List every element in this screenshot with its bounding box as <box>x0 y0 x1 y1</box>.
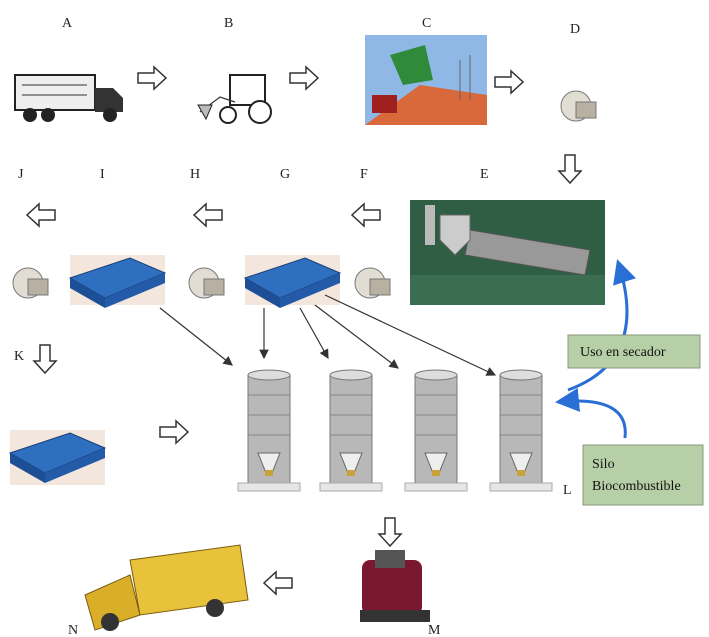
note-box: Uso en secador <box>568 335 700 368</box>
dryer-photo <box>410 200 605 305</box>
silo-icon <box>490 370 552 491</box>
truck-icon <box>15 75 123 122</box>
photo-dump <box>365 35 487 125</box>
label: C <box>422 16 431 31</box>
fan-icon <box>355 268 390 298</box>
loader-icon <box>198 75 271 123</box>
label: J <box>18 167 24 182</box>
label: L <box>563 483 572 498</box>
fan-icon <box>561 91 596 121</box>
fan-icon <box>189 268 224 298</box>
label: F <box>360 167 368 182</box>
silo-icon <box>405 370 467 491</box>
silo-icon <box>320 370 382 491</box>
label: B <box>224 16 233 31</box>
pellet-machine-icon <box>360 550 430 622</box>
label: H <box>190 167 200 182</box>
label: I <box>100 167 105 182</box>
label: G <box>280 167 290 182</box>
delivery-truck-icon <box>85 545 248 631</box>
diagram: A B C D E F G H I J K L M N Uso en secad… <box>0 0 709 637</box>
flow-arrows <box>27 67 581 594</box>
fan-icon <box>13 268 48 298</box>
note-text: Silo <box>592 457 615 472</box>
note-text: Biocombustible <box>592 479 681 494</box>
label: E <box>480 167 489 182</box>
label: K <box>14 349 24 364</box>
label: N <box>68 623 78 637</box>
note-text: Uso en secador <box>580 345 666 360</box>
silo-icon <box>238 370 300 491</box>
note-box: Silo Biocombustible <box>583 445 703 505</box>
label: A <box>62 16 73 31</box>
label: M <box>428 623 441 637</box>
label: D <box>570 22 580 37</box>
